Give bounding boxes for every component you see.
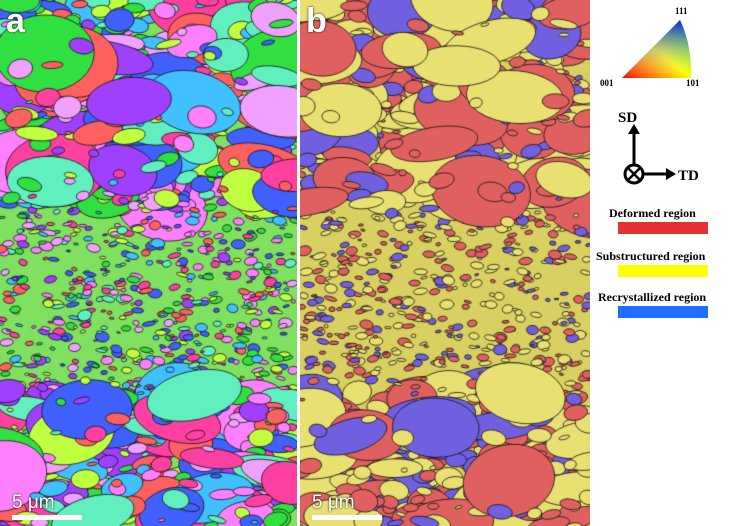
td-axis-label: TD (678, 168, 699, 184)
region-map-panel-b: b 5 μm (300, 0, 590, 526)
recrystallization-map (300, 0, 590, 526)
scale-bar-line (12, 515, 82, 520)
ipf-label-001: 001 (600, 78, 614, 88)
arrow-up-icon (628, 124, 640, 134)
scale-bar: 5 μm (312, 492, 382, 520)
legend: 111 001 101 SD TD Deformed region Substr… (592, 0, 741, 526)
ipf-map-panel-a: a 5 μm (0, 0, 297, 526)
scale-bar-label: 5 μm (12, 492, 55, 513)
sample-axes-icon: SD TD (618, 110, 699, 185)
ipf-orientation-map (0, 0, 297, 526)
arrow-right-icon (666, 168, 676, 180)
legend-label-recrystallized: Recrystallized region (598, 290, 707, 304)
scale-bar-line (312, 515, 382, 520)
ipf-label-101: 101 (686, 78, 700, 88)
scale-bar: 5 μm (12, 492, 82, 520)
legend-swatch-deformed (618, 222, 708, 234)
sd-axis-label: SD (618, 110, 637, 126)
panel-label: b (306, 2, 327, 40)
panel-label: a (6, 2, 25, 40)
ipf-triangle-key: 111 001 101 (600, 6, 700, 88)
legend-swatch-substructured (618, 265, 708, 277)
scale-bar-label: 5 μm (312, 492, 355, 513)
legend-label-deformed: Deformed region (609, 206, 696, 220)
ipf-label-111: 111 (675, 6, 688, 16)
legend-swatch-recrystallized (618, 306, 708, 318)
legend-label-substructured: Substructured region (596, 249, 706, 263)
